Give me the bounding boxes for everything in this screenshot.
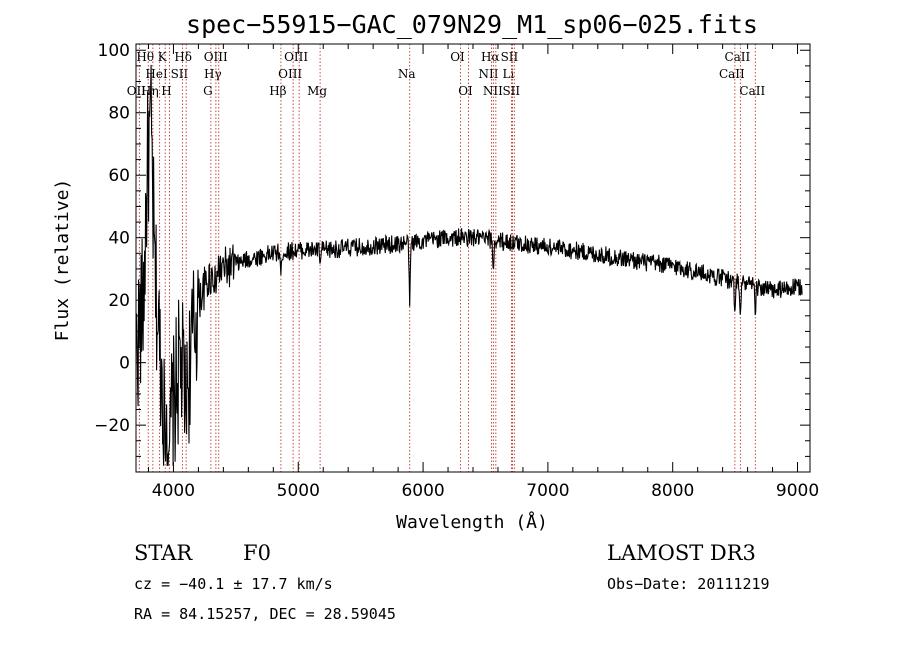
line-marker-label-12: OIII — [278, 67, 302, 81]
y-tick-label-0: −20 — [94, 416, 130, 436]
line-marker-label-19: Hα — [481, 50, 500, 64]
x-tick-label-3: 7000 — [526, 481, 569, 501]
line-marker-label-10: OIII — [204, 50, 228, 64]
line-marker-label-7: Hδ — [174, 50, 192, 64]
survey-name: LAMOST DR3 — [607, 541, 756, 565]
x-tick-label-5: 9000 — [776, 481, 819, 501]
info-panel: STAR F0 LAMOST DR3 cz = −40.1 ± 17.7 km/… — [134, 541, 770, 623]
line-marker-label-24: CaII — [719, 67, 745, 81]
y-tick-label-6: 100 — [98, 41, 130, 61]
object-class: STAR — [134, 541, 193, 565]
x-tick-label-0: 4000 — [152, 481, 195, 501]
line-marker-label-26: CaII — [739, 84, 765, 98]
y-tick-label-1: 0 — [119, 354, 130, 374]
y-tick-label-4: 60 — [108, 166, 130, 186]
line-marker-label-5: H — [161, 84, 171, 98]
line-marker-label-16: OI — [450, 50, 465, 64]
y-axis-ticks: −20 0 20 40 60 80 100 — [94, 41, 810, 457]
line-marker-label-13: OIII — [284, 50, 308, 64]
line-marker-label-9: Hγ — [204, 67, 222, 81]
sky-coordinates: RA = 84.15257, DEC = 28.59045 — [134, 605, 396, 623]
y-tick-label-3: 40 — [108, 229, 130, 249]
line-marker-label-11: Hβ — [269, 84, 286, 98]
x-axis-ticks: 4000 5000 6000 7000 8000 9000 — [147, 44, 819, 501]
line-marker-label-23: SII — [502, 84, 520, 98]
x-tick-label-4: 8000 — [651, 481, 694, 501]
y-tick-label-5: 80 — [108, 104, 130, 124]
line-marker-label-22: SII — [501, 50, 519, 64]
line-marker-label-4: K — [158, 50, 168, 64]
line-marker-label-8: G — [203, 84, 213, 98]
spectrum-series — [136, 64, 803, 466]
line-marker-label-3: HeI — [145, 67, 168, 81]
line-marker-label-25: CaII — [724, 50, 750, 64]
x-tick-label-2: 6000 — [401, 481, 444, 501]
y-axis-label: Flux (relative) — [52, 179, 73, 342]
x-axis-label: Wavelength (Å) — [396, 511, 548, 533]
x-tick-label-1: 5000 — [277, 481, 320, 501]
line-marker-label-21: Li — [503, 67, 515, 81]
spectrum-line — [136, 64, 803, 466]
spectral-subclass: F0 — [243, 541, 271, 565]
line-marker-label-17: OI — [458, 84, 473, 98]
line-marker-label-1: Hθ — [136, 50, 154, 64]
observation-date: Obs−Date: 20111219 — [607, 575, 770, 593]
redshift-readout: cz = −40.1 ± 17.7 km/s — [134, 575, 333, 593]
line-marker-label-18: NII — [478, 67, 498, 81]
line-marker-label-14: Mg — [307, 84, 327, 98]
line-marker-label-6: SII — [171, 67, 189, 81]
line-marker-label-20: NII — [483, 84, 503, 98]
y-tick-label-2: 20 — [108, 291, 130, 311]
line-marker-label-15: Na — [398, 67, 416, 81]
chart-title: spec−55915−GAC_079N29_M1_sp06−025.fits — [186, 10, 758, 39]
line-marker-label-2: Hη — [141, 84, 159, 98]
